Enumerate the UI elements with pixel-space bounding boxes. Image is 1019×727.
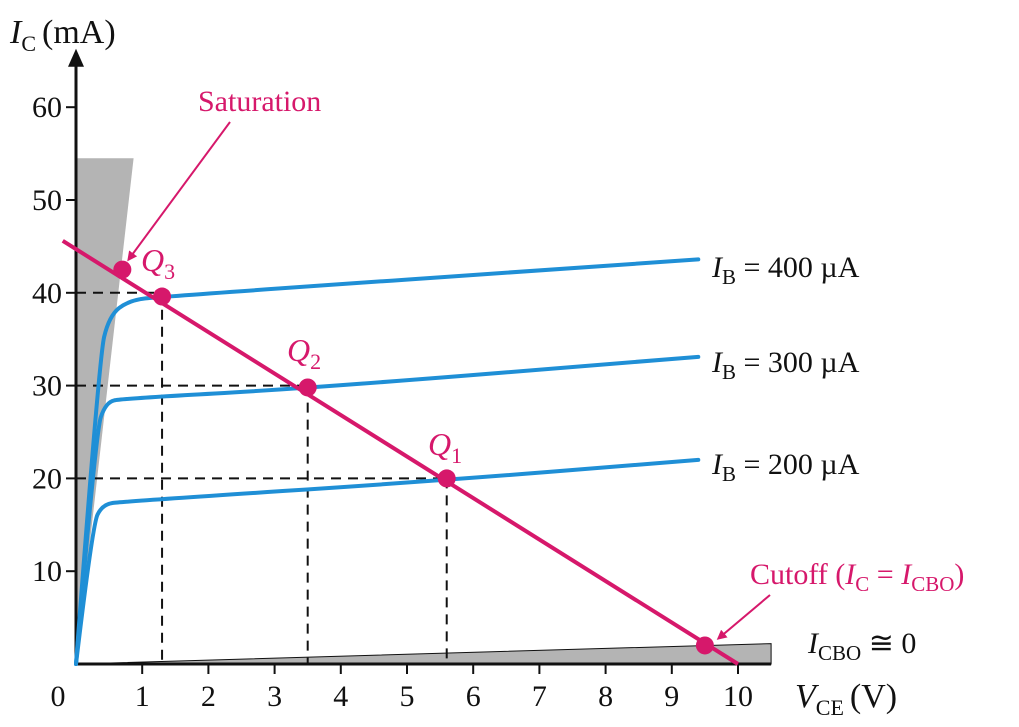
cutoff-arrow: [716, 594, 771, 640]
x-tick-label: 1: [135, 680, 150, 713]
y-axis-title: IC (mA): [9, 14, 116, 56]
cutoff-text-main: Cutoff (: [750, 558, 845, 591]
x-tick-label: 8: [598, 680, 613, 713]
icbo-rest: ≅ 0: [861, 627, 916, 660]
cutoff-text-eq: =: [869, 558, 901, 591]
x-tick-label: 10: [723, 680, 753, 713]
y-axis-label-sub: C: [21, 31, 36, 56]
cutoff-text-sub2: CBO: [911, 572, 954, 596]
x-tick-label: 3: [267, 680, 282, 713]
y-tick-label: 60: [32, 91, 62, 124]
y-tick-label: 10: [32, 555, 62, 588]
series-label-400-rest: = 400 µA: [736, 251, 860, 284]
x-axis-title: VCE (V): [795, 678, 897, 720]
icbo-annotation: ICBO ≅ 0: [807, 627, 916, 665]
series-label-300-main: I: [711, 346, 724, 379]
collector-curve-1: [74, 354, 701, 666]
y-axis-label-main: I: [9, 14, 23, 51]
q3-label-sub: 3: [164, 259, 175, 284]
collector-curves: [74, 257, 701, 666]
x-tick-label: 6: [466, 680, 481, 713]
y-tick-label: 50: [32, 184, 62, 217]
series-label-200-rest: = 200 µA: [736, 448, 860, 481]
operating-points: [113, 260, 714, 655]
y-tick-label: 40: [32, 277, 62, 310]
saturation-point: [113, 260, 132, 279]
collector-curve-2: [74, 457, 701, 666]
y-tick-label: 30: [32, 370, 62, 403]
q1-label-main: Q: [428, 426, 451, 462]
q3-label-main: Q: [141, 242, 164, 278]
x-tick-label: 4: [333, 680, 348, 713]
x-ticks: 0 1 2 3 4 5 6 7 8 9 10: [51, 664, 753, 713]
q-point-3: [153, 287, 172, 306]
x-axis-label-sub: CE: [816, 695, 844, 720]
x-tick-label: 9: [664, 680, 679, 713]
q2-label-main: Q: [287, 332, 310, 368]
saturation-arrow: [127, 121, 231, 262]
x-tick-label: 2: [201, 680, 216, 713]
series-label-400: IB = 400 µA: [711, 251, 860, 289]
icbo-sub: CBO: [818, 641, 861, 665]
q1-label: Q1: [428, 426, 462, 468]
cutoff-region: [75, 643, 772, 665]
cutoff-text-i2: I: [900, 558, 913, 591]
x-axis-label-unit: (V): [850, 678, 897, 715]
x-tick-label: 5: [400, 680, 415, 713]
x-tick-label: 0: [51, 680, 66, 713]
y-axis-arrow: [68, 48, 84, 67]
x-tick-label: 7: [532, 680, 547, 713]
reference-lines: [76, 291, 448, 664]
saturation-annotation: Saturation: [198, 85, 321, 118]
series-label-300-rest: = 300 µA: [736, 346, 860, 379]
series-label-300-sub: B: [722, 360, 736, 384]
q3-label: Q3: [141, 242, 175, 284]
y-ticks: 10 20 30 40 50 60: [32, 91, 76, 588]
series-label-400-sub: B: [722, 265, 736, 289]
series-label-200-sub: B: [722, 462, 736, 486]
series-label-300: IB = 300 µA: [711, 346, 860, 384]
series-label-200-main: I: [711, 448, 724, 481]
y-axis-label-unit: (mA): [42, 14, 116, 51]
series-label-200: IB = 200 µA: [711, 448, 860, 486]
collector-curve-0: [74, 257, 701, 666]
q2-label-sub: 2: [310, 349, 321, 374]
q1-label-sub: 1: [451, 443, 462, 468]
cutoff-text-sub1: C: [855, 572, 869, 596]
cutoff-text-i1: I: [844, 558, 857, 591]
series-label-400-main: I: [711, 251, 724, 284]
y-tick-label: 20: [32, 462, 62, 495]
cutoff-point: [695, 636, 714, 655]
q-point-1: [437, 469, 456, 488]
load-line: [61, 239, 740, 666]
cutoff-text-close: ): [954, 558, 964, 591]
cutoff-annotation: Cutoff (IC = ICBO): [750, 558, 964, 596]
axes: [68, 48, 772, 666]
q2-label: Q2: [287, 332, 321, 374]
icbo-main: I: [807, 627, 820, 660]
q-point-2: [298, 378, 317, 397]
